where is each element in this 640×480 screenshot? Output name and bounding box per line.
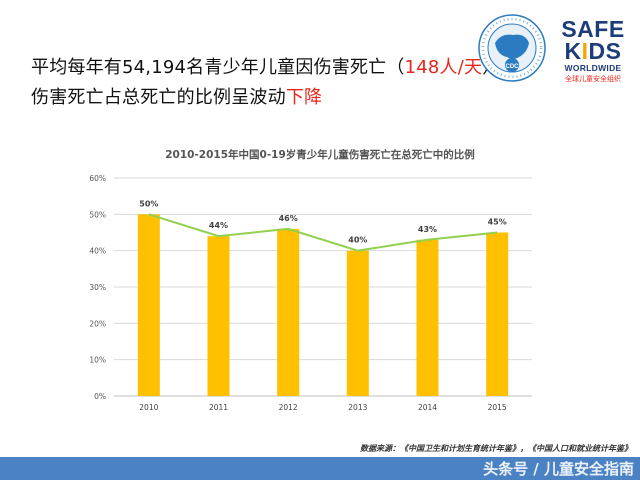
watermark: 头条号 / 儿童安全指南 [483,460,634,478]
x-tick-label: 2014 [418,403,437,412]
cdc-logo-text: CDC [506,64,520,70]
footer-bar [0,457,640,480]
x-tick-label: 2012 [279,403,298,412]
headline-line-1: 平均每年有54,194名青少年儿童因伤害死亡（148人/天） [31,57,500,79]
safe-kids-logo-chinese: 全球儿童安全组织 [565,75,621,83]
chart-data-labels: 50% 44% 46% 40% 43% 45% [139,199,506,244]
chart-bars [137,214,509,396]
safe-kids-logo-safe: SAFE [561,16,625,42]
data-label: 43% [418,225,437,234]
y-tick-label: 20% [89,319,106,328]
x-tick-label: 2011 [209,403,228,412]
y-tick-label: 40% [89,247,106,256]
data-label: 45% [488,218,507,227]
chart-trend-line [148,213,498,252]
safe-kids-letter-k: K [564,38,582,64]
data-label: 50% [139,199,158,208]
injury-death-ratio-chart: 2010-2015年中国0-19岁青少年儿童伤害死亡在总死亡中的比例 0% 10%… [89,148,532,412]
data-source-note: 数据来源：《中国卫生和计划生育统计年鉴》，《中国人口和就业统计年鉴》 [360,443,632,453]
y-tick-label: 0% [94,392,106,401]
y-tick-label: 30% [89,283,106,292]
safe-kids-letter-i: I [581,38,589,64]
x-tick-label: 2015 [488,403,507,412]
safe-kids-letters-ds: DS [588,38,622,64]
chart-title: 2010-2015年中国0-19岁青少年儿童伤害死亡在总死亡中的比例 [165,148,475,161]
bar [137,214,160,396]
bar [416,239,439,396]
headline-line-2-prefix: 伤害死亡占总死亡的比例呈波动 [31,87,286,108]
headline-line-2: 伤害死亡占总死亡的比例呈波动下降 [31,87,322,109]
bar [277,228,300,396]
data-label: 46% [279,214,298,223]
y-tick-label: 50% [89,210,106,219]
chart-gridlines [114,177,532,397]
bar [346,250,369,396]
trend-line [148,213,498,252]
safe-kids-logo: SAFE KIDS WORLDWIDE 全球儿童安全组织 [553,18,633,84]
x-tick-label: 2010 [139,403,158,412]
headline-trend-word: 下降 [285,87,323,108]
y-tick-label: 60% [89,174,106,183]
chart-y-axis: 0% 10% 20% 30% 40% 50% 60% [89,174,106,401]
headline-line-1-prefix: 平均每年有54,194名青少年儿童因伤害死亡（ [31,57,405,78]
bar [207,236,230,396]
x-tick-label: 2013 [348,403,367,412]
y-tick-label: 10% [89,356,106,365]
data-label: 44% [209,221,228,230]
data-label: 40% [348,236,367,245]
safe-kids-logo-worldwide: WORLDWIDE [564,63,622,73]
bar [486,232,509,396]
headline-daily-figure: 148人/天 [404,57,483,78]
china-cdc-logo: CDC [478,14,546,82]
chart-x-axis: 2010 2011 2012 2013 2014 2015 [139,403,507,412]
safe-kids-logo-kids: KIDS [553,38,633,64]
